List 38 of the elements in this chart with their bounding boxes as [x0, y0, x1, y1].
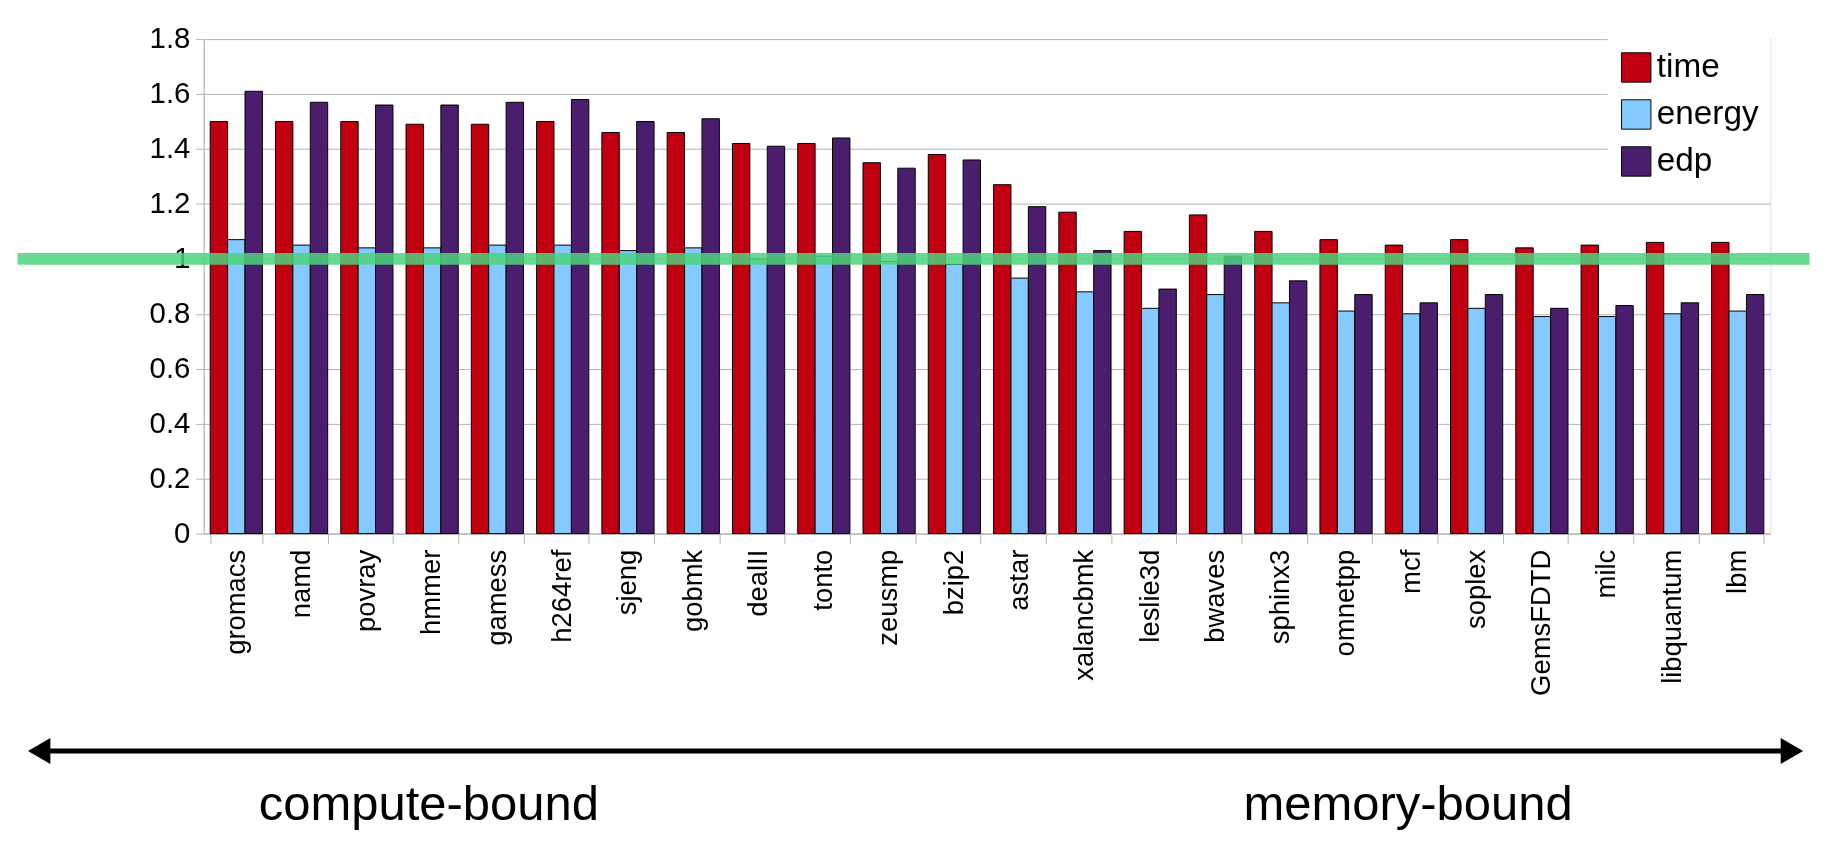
x-tick-label: gobmk — [676, 549, 708, 632]
legend-label: edp — [1656, 141, 1713, 179]
x-tick-label: hmmer — [415, 549, 447, 636]
y-tick-label: 0.4 — [149, 405, 191, 439]
x-tick-label: namd — [284, 549, 316, 619]
x-tick-label: libquantum — [1655, 549, 1687, 684]
x-tick-label: h264ref — [546, 549, 578, 643]
y-tick-label: 1.4 — [149, 131, 191, 165]
x-tick-label: sjeng — [611, 549, 643, 616]
x-tick-label: omnetpp — [1329, 549, 1361, 657]
y-tick-label: 1.2 — [149, 186, 191, 220]
x-tick-label: soplex — [1459, 549, 1491, 629]
y-tick-label: 0.8 — [149, 296, 191, 330]
x-tick-label: astar — [1002, 549, 1034, 611]
x-tick-label: gromacs — [219, 549, 251, 655]
y-tick-label: 0 — [174, 515, 191, 549]
y-tick-label: 1.8 — [149, 21, 191, 55]
x-tick-label: bzip2 — [937, 549, 969, 616]
x-tick-label: zeusmp — [872, 549, 904, 646]
text: compute-bound — [258, 776, 599, 831]
legend-label: time — [1656, 47, 1720, 85]
x-tick-label: leslie3d — [1133, 549, 1165, 643]
x-tick-label: bwaves — [1198, 549, 1230, 643]
x-tick-label: mcf — [1394, 549, 1426, 594]
x-tick-label: tonto — [807, 549, 839, 611]
legend-label: energy — [1656, 94, 1759, 132]
x-tick-label: sphinx3 — [1264, 549, 1296, 645]
y-tick-label: 0.2 — [149, 460, 191, 494]
y-tick-label: 0.6 — [149, 351, 191, 385]
x-tick-label: gamess — [480, 549, 512, 646]
x-tick-label: lbm — [1721, 549, 1753, 594]
x-tick-label: GemsFDTD — [1525, 549, 1557, 696]
text: memory-bound — [1243, 776, 1573, 831]
x-tick-label: milc — [1590, 549, 1622, 599]
x-tick-label: dealII — [741, 549, 773, 617]
x-tick-label: xalancbmk — [1068, 549, 1100, 681]
y-tick-label: 1.6 — [149, 76, 191, 110]
x-tick-label: povray — [350, 549, 382, 632]
